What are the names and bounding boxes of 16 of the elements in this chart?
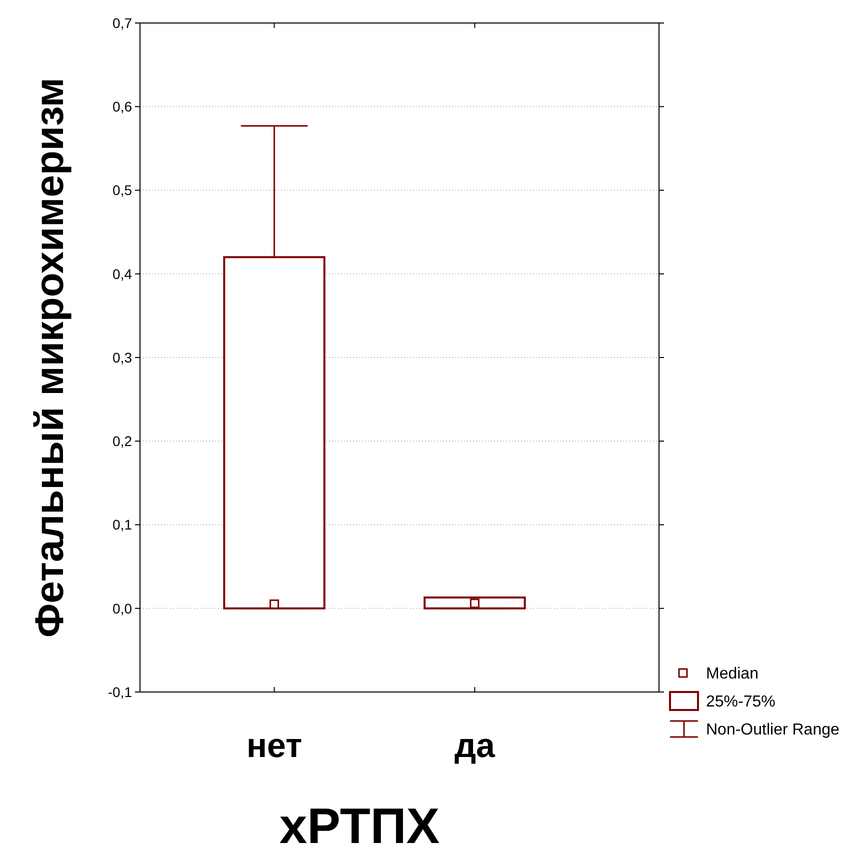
y-tick-label: 0,7: [112, 14, 132, 31]
y-axis-title: Фетальный микрохимеризм: [28, 78, 72, 638]
y-tick-label: 0,4: [112, 266, 132, 282]
y-tick-label: -0,1: [108, 684, 132, 700]
text: Median: [706, 666, 758, 683]
text: 25%-75%: [706, 694, 776, 711]
y-tick-label: 0,1: [112, 516, 132, 533]
x-tick-label: да: [454, 727, 496, 765]
x-tick-label: нет: [246, 727, 302, 765]
y-tick-label: 0,0: [112, 600, 132, 616]
y-tick-label: 0,3: [112, 349, 132, 366]
y-tick-label: 0,6: [112, 98, 132, 115]
x-axis-title: хРТПХ: [279, 798, 440, 846]
y-tick-label: 0,5: [112, 182, 132, 198]
y-tick-label: 0,2: [112, 433, 132, 450]
text: Non-Outlier Range: [706, 722, 840, 739]
